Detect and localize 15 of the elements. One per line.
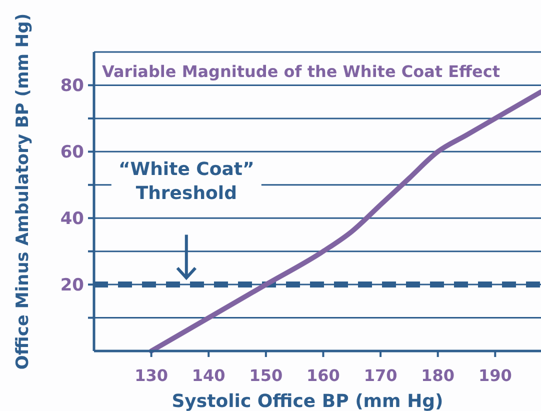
x-tick-label: 170 (364, 366, 398, 385)
x-tick-label: 150 (249, 366, 283, 385)
y-tick-label: 20 (60, 276, 84, 296)
x-axis-title: Systolic Office BP (mm Hg) (172, 391, 444, 411)
x-tick-label: 190 (478, 366, 512, 385)
x-tick-label: 180 (421, 366, 455, 385)
y-tick-label: 80 (60, 76, 84, 96)
y-tick-label: 40 (60, 209, 84, 230)
x-tick-label: 130 (134, 366, 168, 385)
text: Variable Magnitude of the White Coat Effect (102, 62, 500, 81)
y-tick-label: 60 (60, 142, 84, 163)
y-axis-title: Office Minus Ambulatory BP (mm Hg) (13, 13, 33, 370)
x-tick-label: 160 (306, 366, 340, 385)
ref-line-label: “White Coat” Threshold (118, 158, 254, 204)
x-tick-label: 140 (192, 366, 226, 385)
